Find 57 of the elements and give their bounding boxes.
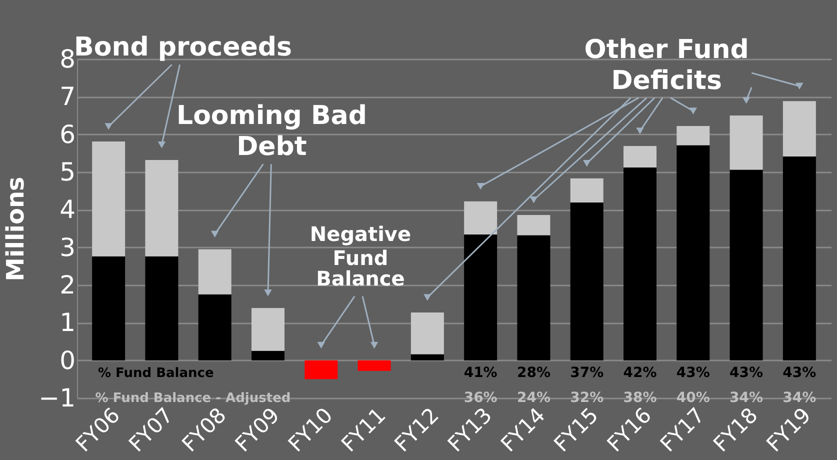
y-tick-label: 0 [60,346,76,375]
annotation: % Fund Balance [98,366,214,382]
y-tick-label: 2 [60,270,76,300]
annotation: % Fund Balance - Adjusted [95,391,291,406]
bar [517,235,550,360]
bar [198,249,232,294]
bar [145,256,178,360]
annotation: 42% [623,365,657,382]
y-tick-label: 7 [60,82,76,112]
annotation: 43% [782,365,816,382]
y-tick-label: 5 [60,158,76,186]
bar [252,308,284,351]
bar [730,170,763,360]
annotation: 36% [464,390,498,406]
bar [358,360,391,371]
y-tick-label: 4 [60,195,76,224]
annotation: Negative Fund Balance [310,222,412,290]
annotation: 43% [676,365,710,382]
bar [464,234,498,360]
bar [304,360,338,380]
annotation: Other Fund Deficits [584,34,749,96]
y-tick-label: −1 [38,384,76,412]
bar [676,145,710,360]
annotation: 34% [782,390,816,406]
bar [624,167,656,360]
bar [570,202,604,360]
annotation: 24% [516,390,550,406]
annotation: 28% [516,365,550,382]
annotation: Looming Bad Debt [176,100,367,162]
annotation: 32% [570,390,604,406]
bar [410,354,444,360]
bar [92,256,126,360]
y-tick-label: 8 [60,44,76,74]
annotation: Bond proceeds [74,32,292,63]
bar [410,312,444,354]
y-axis-title: Millions [2,176,30,282]
bar [145,160,178,256]
annotation: 37% [570,365,604,382]
annotation: 38% [623,390,657,406]
bar [676,126,710,146]
y-tick-label: 3 [60,232,76,262]
bar [782,101,816,157]
bar [782,156,816,360]
annotation: 43% [730,365,764,382]
annotation: 41% [464,365,498,382]
bar [464,201,498,235]
bar [198,294,232,360]
bar [624,146,656,168]
bar [570,178,604,203]
bar [730,116,763,170]
bar [517,214,550,236]
y-tick-label: 6 [60,120,76,149]
annotation: 34% [730,390,764,406]
y-tick-label: 1 [60,308,76,338]
bar [92,141,126,256]
annotation: 40% [676,390,710,406]
bar [252,350,284,360]
